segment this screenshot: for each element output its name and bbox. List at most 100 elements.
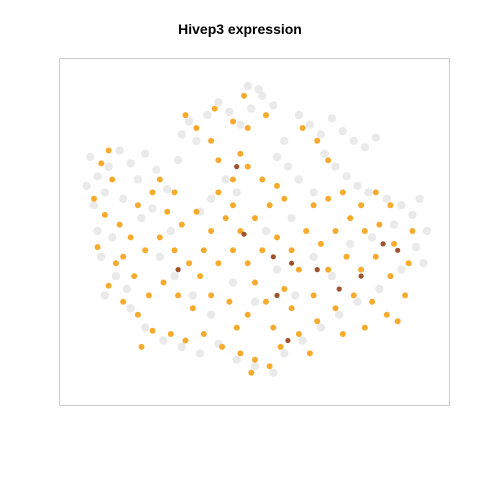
cell-point-background: [397, 265, 406, 274]
cell-point-expressing: [306, 350, 313, 357]
cell-point-expressing: [295, 266, 302, 273]
cell-point-expressing: [171, 247, 178, 254]
cell-point-background: [338, 127, 347, 136]
cell-point-high-expression: [241, 231, 247, 237]
cell-point-expressing: [358, 202, 365, 209]
cell-point-high-expression: [314, 267, 320, 273]
cell-point-background: [122, 284, 132, 294]
cell-point-background: [119, 194, 128, 203]
cell-point-background: [232, 188, 241, 197]
cell-point-background: [342, 172, 351, 181]
cell-point-background: [243, 81, 252, 91]
cell-point-background: [173, 156, 183, 165]
cell-point-expressing: [98, 160, 105, 167]
cell-point-expressing: [259, 176, 266, 183]
cell-point-expressing: [332, 305, 339, 312]
cell-point-expressing: [387, 202, 394, 209]
cell-point-background: [250, 297, 260, 306]
cell-point-expressing: [317, 240, 324, 247]
cell-point-background: [291, 291, 300, 300]
cell-point-background: [155, 252, 164, 261]
cell-point-expressing: [186, 260, 193, 267]
cell-point-expressing: [325, 195, 332, 202]
cell-point-expressing: [149, 327, 156, 334]
cell-point-background: [97, 252, 106, 261]
cell-point-background: [283, 162, 293, 171]
cell-point-expressing: [259, 247, 266, 254]
cell-point-background: [419, 259, 428, 268]
cell-point-expressing: [219, 343, 226, 350]
cell-point-expressing: [361, 324, 368, 331]
cell-point-expressing: [197, 273, 204, 280]
cell-point-expressing: [134, 202, 141, 209]
cell-point-expressing: [383, 311, 390, 318]
cell-point-expressing: [91, 195, 97, 202]
cell-point-background: [294, 175, 304, 184]
cell-point-background: [247, 104, 256, 113]
cell-point-background: [269, 368, 278, 377]
cell-point-background: [375, 284, 384, 294]
cell-point-expressing: [112, 260, 119, 267]
cell-point-expressing: [263, 298, 269, 305]
cell-point-background: [203, 110, 212, 120]
cell-point-expressing: [274, 234, 280, 241]
cell-point-high-expression: [175, 267, 181, 273]
cell-point-background: [236, 120, 245, 129]
cell-point-expressing: [244, 163, 251, 170]
cell-point-expressing: [394, 318, 401, 325]
cell-point-background: [371, 133, 380, 142]
cell-point-background: [177, 342, 186, 352]
cell-point-background: [163, 184, 172, 194]
cell-point-expressing: [230, 176, 236, 183]
cell-point-background: [188, 291, 197, 300]
cell-point-expressing: [142, 247, 149, 254]
cell-point-expressing: [167, 331, 174, 337]
cell-point-expressing: [270, 324, 277, 331]
cell-point-background: [349, 136, 358, 145]
cell-point-background: [86, 152, 95, 162]
cell-point-background: [214, 98, 223, 107]
cell-point-expressing: [391, 240, 398, 247]
cell-point-background: [206, 194, 216, 203]
cell-point-expressing: [200, 331, 207, 337]
cell-point-background: [111, 271, 121, 281]
cell-point-background: [115, 146, 124, 155]
cell-point-expressing: [409, 228, 416, 234]
cell-point-background: [360, 143, 369, 152]
cell-point-expressing: [222, 215, 229, 222]
cell-point-expressing: [138, 343, 145, 350]
cell-point-expressing: [233, 324, 240, 331]
cell-point-background: [364, 188, 373, 197]
cell-point-expressing: [376, 221, 383, 228]
cell-point-background: [126, 159, 135, 168]
cell-point-background: [397, 201, 406, 210]
cell-point-background: [353, 297, 362, 306]
cell-point-expressing: [244, 125, 251, 131]
cell-point-expressing: [230, 247, 236, 254]
cell-point-expressing: [105, 147, 112, 154]
cell-point-expressing: [266, 363, 273, 370]
cell-point-expressing: [310, 202, 317, 209]
cell-point-background: [152, 165, 161, 174]
cell-point-background: [382, 194, 391, 203]
cell-point-expressing: [215, 260, 222, 267]
cell-point-background: [327, 271, 337, 281]
cell-point-high-expression: [285, 337, 291, 344]
cell-point-background: [287, 213, 296, 223]
cell-point-background: [415, 194, 424, 203]
cell-point-background: [272, 265, 282, 274]
cell-point-background: [108, 233, 117, 242]
cell-point-expressing: [94, 244, 101, 251]
cell-point-expressing: [402, 292, 409, 299]
cell-point-expressing: [208, 228, 215, 234]
cell-point-background: [221, 175, 230, 184]
cell-point-expressing: [215, 189, 222, 196]
cell-point-expressing: [230, 202, 236, 209]
cell-point-background: [316, 323, 326, 332]
cell-point-expressing: [372, 189, 379, 196]
cell-point-expressing: [160, 279, 167, 286]
cell-point-expressing: [310, 292, 317, 299]
cell-point-expressing: [131, 273, 138, 280]
cell-point-high-expression: [336, 286, 342, 292]
cell-point-expressing: [208, 292, 215, 299]
